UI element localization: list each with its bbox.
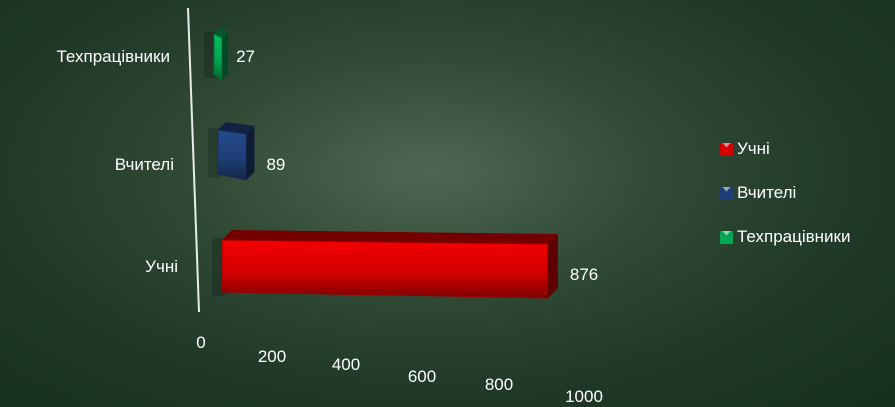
legend-swatch-vchyteli <box>720 186 733 200</box>
legend-label: Вчителі <box>737 183 797 202</box>
bar-end-face <box>222 32 229 80</box>
legend-item-vchyteli: Вчителі <box>720 182 851 204</box>
x-tick-label: 400 <box>332 355 360 374</box>
legend-item-tekhpratsivnyky: Техпрацівники <box>720 226 851 248</box>
legend-label: Учні <box>737 139 770 158</box>
bar-top-face <box>222 230 558 244</box>
x-tick-label: 800 <box>485 375 513 394</box>
bar-uchni <box>221 239 549 299</box>
data-label: 89 <box>266 155 285 174</box>
category-label: Учні <box>145 257 178 276</box>
x-tick-label: 0 <box>196 333 205 352</box>
legend-item-uchni: Учні <box>720 138 851 160</box>
x-tick-label: 200 <box>258 347 286 366</box>
category-label: Техпрацівники <box>57 47 171 66</box>
category-label: Вчителі <box>115 155 174 174</box>
bar-tekhpratsivnyky <box>213 33 223 81</box>
chart-legend: Учні Вчителі Техпрацівники <box>720 138 851 270</box>
bar-end-face <box>246 126 255 180</box>
x-tick-label: 600 <box>408 367 436 386</box>
x-tick-label: 1000 <box>565 387 603 406</box>
category-axis-line <box>187 7 200 313</box>
data-label: 27 <box>236 47 255 66</box>
legend-swatch-uchni <box>720 142 733 156</box>
bar-end-face <box>547 234 558 298</box>
data-label: 876 <box>570 265 598 284</box>
legend-swatch-tekhpratsivnyky <box>720 230 733 244</box>
legend-label: Техпрацівники <box>737 227 851 246</box>
bar-vchyteli <box>217 129 247 181</box>
